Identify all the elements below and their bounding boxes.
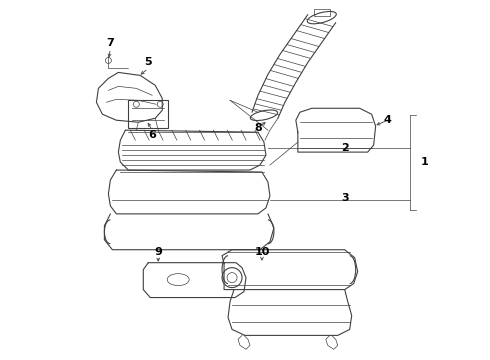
Bar — [314, 9, 330, 15]
Text: 9: 9 — [154, 247, 162, 257]
Text: 3: 3 — [341, 193, 348, 203]
Text: 10: 10 — [254, 247, 270, 257]
Text: 2: 2 — [341, 143, 348, 153]
Text: 5: 5 — [145, 58, 152, 67]
Text: 1: 1 — [420, 157, 428, 167]
Text: 6: 6 — [148, 130, 156, 140]
Bar — [128, 100, 168, 128]
Text: 4: 4 — [384, 115, 392, 125]
Text: 8: 8 — [254, 123, 262, 133]
Text: 7: 7 — [106, 37, 114, 48]
